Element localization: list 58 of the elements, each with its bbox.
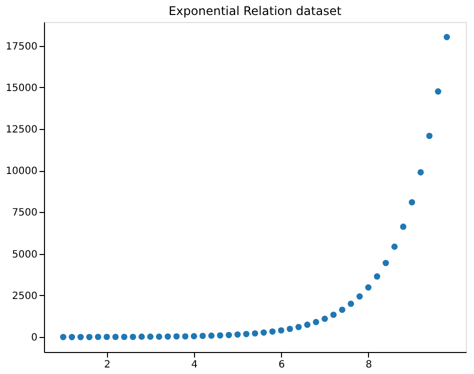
point [426, 132, 433, 140]
y-tick-label: 17500 [6, 41, 38, 52]
y-tick-label: 5000 [12, 249, 38, 260]
y-tick-label: 7500 [12, 208, 38, 219]
point [304, 322, 310, 328]
point [130, 334, 136, 340]
point [121, 334, 128, 340]
point [112, 334, 119, 340]
point [444, 34, 450, 40]
y-tick-label: 2500 [12, 290, 38, 302]
point [200, 332, 206, 340]
point [260, 329, 267, 336]
point [434, 88, 442, 95]
point [295, 324, 302, 330]
x-tick-label: 8 [366, 360, 372, 370]
point [269, 328, 276, 335]
point [278, 327, 284, 334]
x-tick-label: 6 [278, 360, 285, 370]
point [216, 332, 224, 339]
point [156, 334, 162, 340]
point [138, 334, 145, 340]
point [408, 199, 416, 206]
point [190, 333, 198, 340]
y-tick-label: 0 [31, 332, 38, 344]
point [286, 326, 294, 332]
point [356, 293, 363, 300]
point [322, 316, 328, 322]
x-tick-label: 2 [104, 360, 110, 370]
point [94, 334, 102, 340]
point [312, 318, 320, 326]
point [330, 312, 337, 318]
point [104, 334, 110, 340]
point [226, 332, 232, 338]
point [60, 334, 66, 340]
point [391, 244, 398, 250]
point [365, 284, 372, 291]
y-tick-label: 12500 [6, 124, 38, 136]
point [173, 333, 180, 340]
point [418, 169, 424, 176]
point [182, 333, 188, 340]
point [164, 333, 171, 340]
chart-title: Exponential Relation dataset [168, 4, 342, 18]
point [339, 306, 346, 313]
y-tick-label: 15000 [6, 82, 38, 94]
point [252, 330, 258, 337]
point [400, 224, 406, 230]
point [77, 334, 84, 340]
point [382, 260, 389, 266]
point [374, 273, 380, 280]
point [147, 334, 154, 340]
point [68, 334, 76, 340]
point [208, 332, 215, 339]
x-tick-label: 4 [191, 360, 198, 370]
point [234, 331, 241, 338]
point [86, 334, 92, 340]
point [348, 300, 354, 307]
point [243, 330, 250, 338]
y-tick-label: 10000 [6, 166, 38, 178]
